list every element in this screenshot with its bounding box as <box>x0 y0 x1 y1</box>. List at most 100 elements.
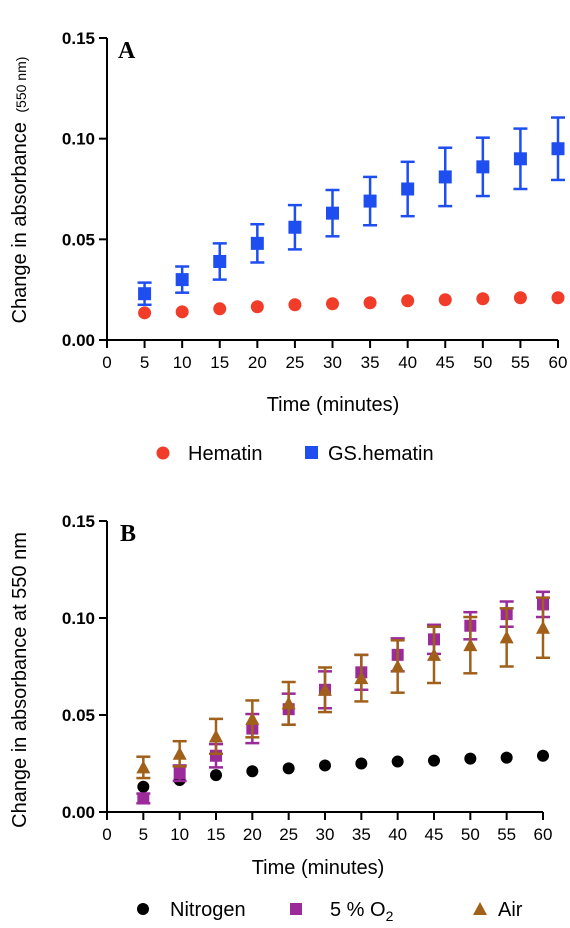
chart-panel-b: 0.00 0.05 0.10 0.15 0 5 10 15 20 25 30 35 40 45 50 55 60 <box>62 512 553 844</box>
panel-b-nitrogen-point <box>246 765 259 778</box>
panel-a-hematin-point <box>513 291 527 305</box>
legend-nitrogen-label: Nitrogen <box>170 899 246 921</box>
panel-b-nitrogen-point <box>537 749 549 762</box>
panel-a-y-tick-label: 0.05 <box>62 230 95 249</box>
panel-b-air-point <box>136 760 151 774</box>
panel-b-air-point <box>390 659 405 673</box>
legend-hematin-marker <box>156 446 170 460</box>
panel-b-air-point <box>536 620 550 634</box>
panel-b-x-tick-label: 60 <box>534 825 553 844</box>
legend-hematin-label: Hematin <box>188 443 262 465</box>
panel-b-air-point <box>209 729 223 743</box>
panel-b-x-tick-label: 15 <box>207 825 226 844</box>
panel-a-hematin-point <box>326 297 339 311</box>
panel-b-x-tick-label: 5 <box>139 825 148 844</box>
panel-a-x-tick-label: 55 <box>511 353 530 372</box>
panel-b-nitrogen-point <box>428 754 440 767</box>
panel-a-x-tick-label: 5 <box>140 353 149 372</box>
panel-b-nitrogen-point <box>319 759 331 772</box>
panel-a-y-tick-label: 0.15 <box>62 29 95 48</box>
panel-a-x-tick-label: 0 <box>102 353 111 372</box>
panel-a-gs-hematin-point <box>513 152 527 166</box>
panel-b-x-tick-label: 45 <box>425 825 444 844</box>
panel-a-x-tick-label: 50 <box>473 353 492 372</box>
panel-b-y-tick-label: 0.15 <box>62 512 95 531</box>
legend-nitrogen-marker <box>137 903 149 915</box>
panel-a-y-tick-label: 0.00 <box>62 331 95 350</box>
panel-b-x-axis-label: Time (minutes) <box>252 857 385 879</box>
panel-b-nitrogen-point <box>210 769 222 782</box>
panel-a-gs-hematin-point <box>175 273 189 287</box>
panel-b-5-o-point <box>137 792 150 805</box>
panel-a-x-tick-label: 60 <box>549 353 568 372</box>
legend-5pct-o2-text: 5 % O <box>330 899 386 921</box>
panel-a-y-label-suffix: (550 nm) <box>13 57 29 113</box>
panel-a-gs-hematin-point <box>326 206 339 220</box>
panel-a-hematin-point <box>401 294 415 308</box>
panel-b-air-point <box>245 711 260 725</box>
panel-a-y-tick-label: 0.10 <box>62 130 95 149</box>
panel-b-x-tick-label: 10 <box>170 825 189 844</box>
panel-a-x-tick-label: 20 <box>248 353 267 372</box>
panel-a-gs-hematin-point <box>476 160 490 174</box>
legend-5pct-o2-subscript: 2 <box>386 908 394 924</box>
panel-b-air-point <box>281 696 296 710</box>
panel-b-y-tick-label: 0.05 <box>62 706 95 725</box>
panel-a-letter: A <box>118 38 136 64</box>
panel-b-x-tick-label: 30 <box>316 825 335 844</box>
panel-b-air-point <box>427 647 441 661</box>
panel-b-air-point <box>463 638 478 652</box>
panel-b-x-tick-label: 50 <box>461 825 480 844</box>
panel-b-letter: B <box>120 521 136 547</box>
legend-5pct-o2-label: 5 % O2 <box>330 899 394 924</box>
panel-a-x-axis-label: Time (minutes) <box>267 394 400 416</box>
panel-b-x-tick-label: 55 <box>497 825 516 844</box>
panel-b-air-point <box>499 630 514 644</box>
panel-a-x-tick-label: 25 <box>285 353 304 372</box>
panel-b-air-point <box>354 671 369 685</box>
panel-b-air-point <box>318 682 332 696</box>
panel-b-x-tick-label: 20 <box>243 825 262 844</box>
panel-a-x-tick-label: 45 <box>436 353 455 372</box>
panel-b-nitrogen-point <box>355 757 368 770</box>
panel-a-hematin-point <box>288 298 302 312</box>
panel-a-hematin-point <box>438 293 452 307</box>
panel-a-x-tick-label: 35 <box>361 353 380 372</box>
panel-a-x-tick-label: 15 <box>210 353 229 372</box>
panel-a-hematin-point <box>551 291 565 305</box>
panel-b-x-tick-label: 35 <box>352 825 371 844</box>
legend-5pct-o2-marker <box>290 903 302 915</box>
panel-a-hematin-point <box>250 300 264 314</box>
panel-a-hematin-point <box>363 296 377 310</box>
panel-a-gs-hematin-point <box>438 170 452 184</box>
panel-a-x-tick-label: 10 <box>173 353 192 372</box>
legend-air-marker <box>473 902 487 915</box>
panel-a-hematin-point <box>175 305 189 319</box>
panel-a-x-tick-label: 40 <box>398 353 417 372</box>
panel-a-gs-hematin-point <box>363 194 377 208</box>
panel-b-nitrogen-point <box>282 762 295 775</box>
panel-b-y-tick-label: 0.10 <box>62 609 95 628</box>
panel-a-y-label-main: Change in absorbance <box>9 122 31 323</box>
panel-b-5-o-point <box>173 767 186 780</box>
chart-panel-a: 0.00 0.05 0.10 0.15 0 5 10 15 20 25 30 35 40 45 50 55 60 <box>62 29 568 372</box>
panel-a-hematin-point <box>213 302 227 316</box>
legend-gs-hematin-label: GS.hematin <box>328 443 434 465</box>
panel-a-gs-hematin-point <box>401 182 415 196</box>
panel-a-hematin-point <box>138 306 152 320</box>
panel-a-legend: Hematin GS.hematin <box>156 443 434 465</box>
panel-a-y-axis-label: Change in absorbance (550 nm) <box>9 57 31 324</box>
panel-a-gs-hematin-point <box>288 220 302 234</box>
panel-b-nitrogen-point <box>391 755 404 768</box>
panel-b-x-tick-label: 0 <box>102 825 111 844</box>
panel-b-x-tick-label: 25 <box>279 825 298 844</box>
panel-a-gs-hematin-point <box>250 236 264 250</box>
panel-b-air-point <box>172 746 187 760</box>
panel-a-gs-hematin-point <box>138 287 152 301</box>
panel-b-nitrogen-point <box>464 752 477 765</box>
panel-b-legend: Nitrogen 5 % O2 Air <box>137 899 523 924</box>
panel-b-x-tick-label: 40 <box>388 825 407 844</box>
panel-a-gs-hematin-point <box>551 142 565 156</box>
legend-gs-hematin-marker <box>305 446 318 459</box>
